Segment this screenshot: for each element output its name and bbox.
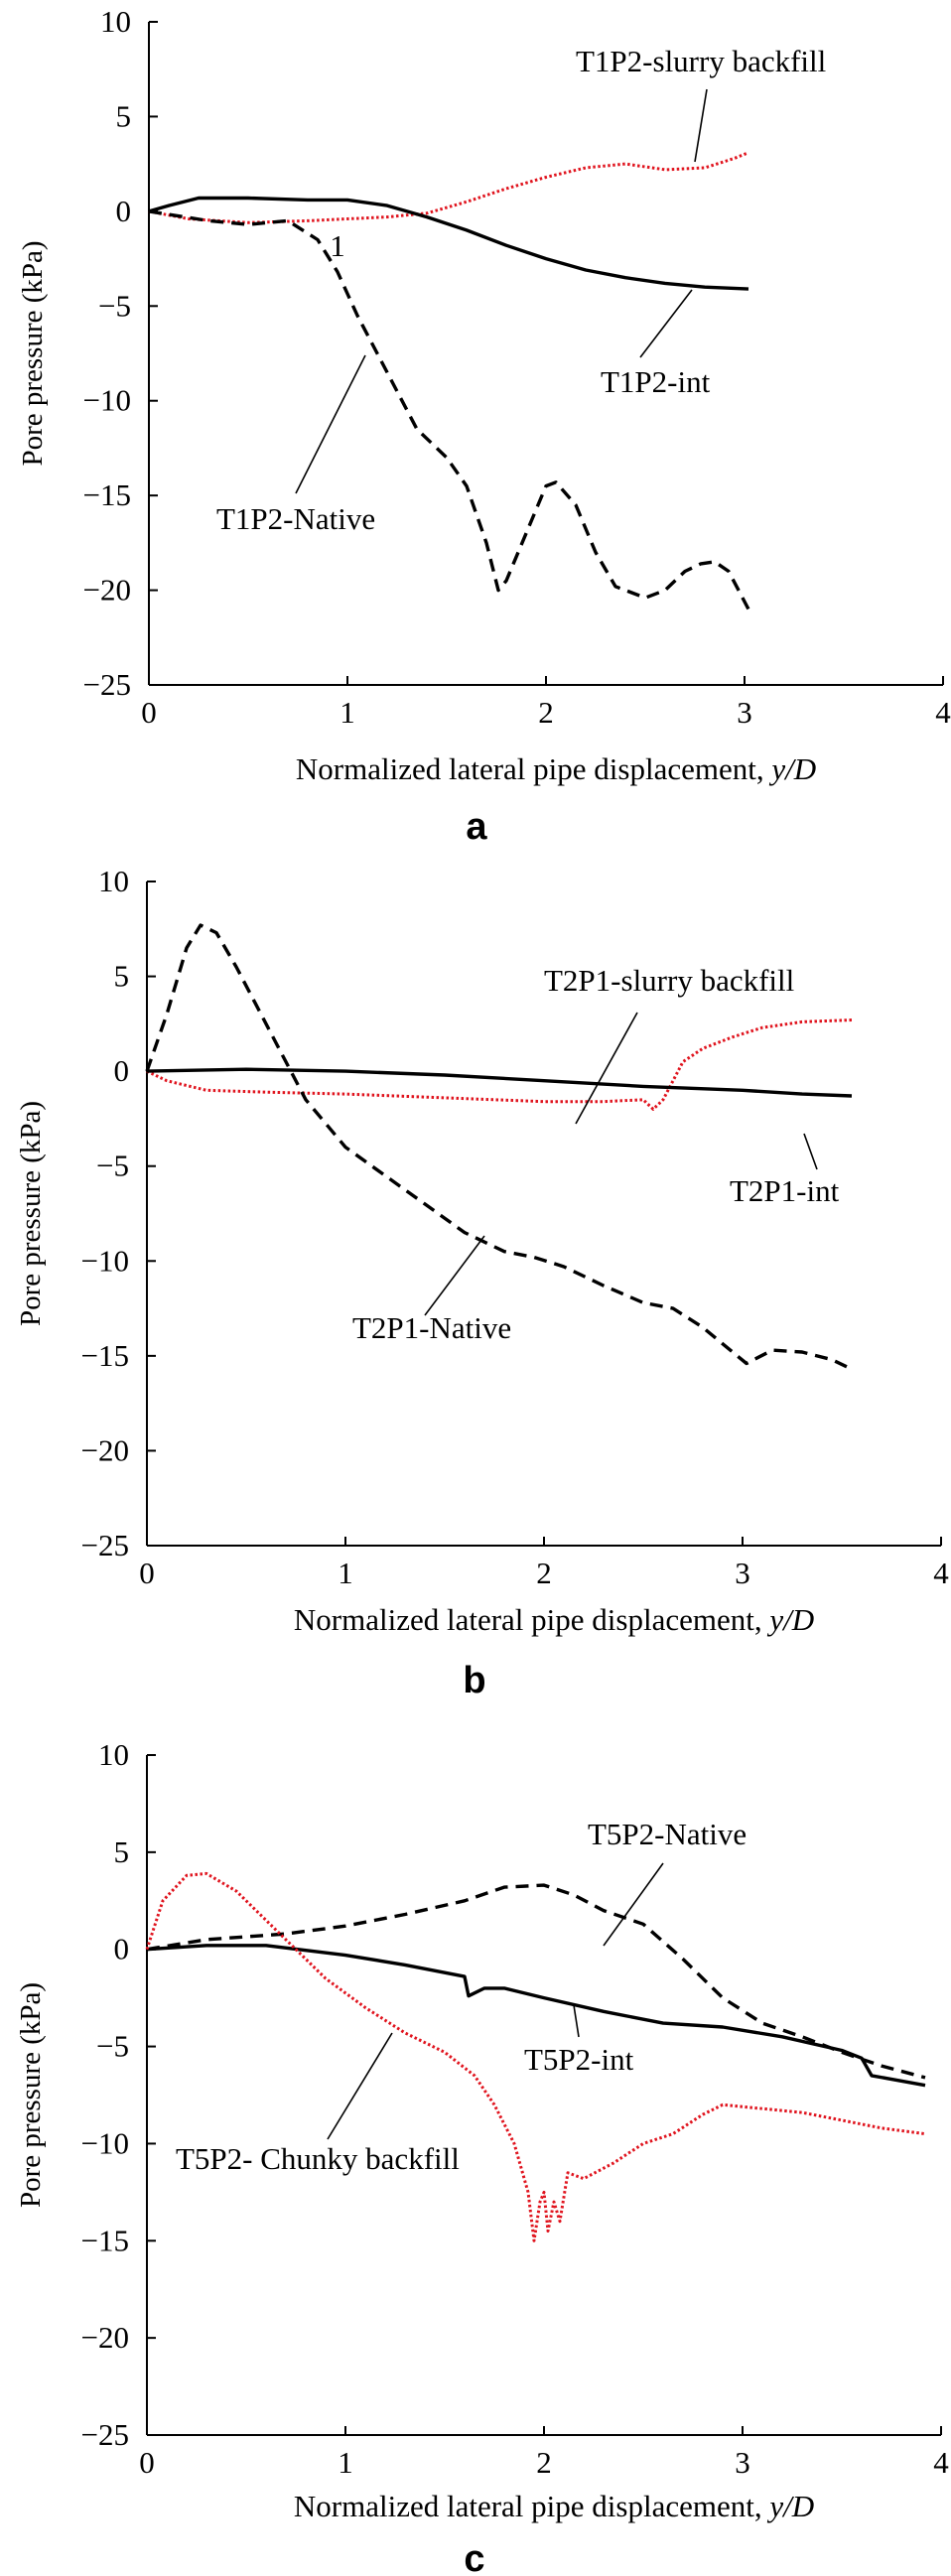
annotation-label: T2P1-slurry backfill bbox=[544, 963, 794, 998]
x-axis-label: Normalized lateral pipe displacement, y/… bbox=[296, 751, 816, 786]
y-tick-label: −5 bbox=[96, 2029, 129, 2064]
series-line-t1p2-int bbox=[148, 196, 749, 291]
y-tick-label: 10 bbox=[100, 4, 131, 39]
y-tick-label: −25 bbox=[81, 1528, 129, 1562]
y-tick-label: 0 bbox=[116, 194, 132, 228]
annotation-label: T1P2-int bbox=[601, 364, 711, 399]
panel-label: c bbox=[464, 2538, 484, 2576]
y-tick-label: −15 bbox=[83, 477, 131, 512]
y-tick-label: −20 bbox=[81, 2320, 129, 2355]
x-tick-label: 4 bbox=[933, 1556, 949, 1590]
y-tick-label: −10 bbox=[83, 383, 131, 418]
x-tick-label: 1 bbox=[338, 1556, 353, 1590]
panel-label: b bbox=[463, 1660, 485, 1701]
series-line-t5p2-int bbox=[146, 1944, 926, 2088]
series-line-t2p1-int bbox=[146, 1067, 853, 1098]
y-axis-label: Pore pressure (kPa) bbox=[15, 1101, 47, 1326]
chart-panel-b: 10 5 0 −5 −10 −15 −20 −25 0 1 2 3 4 Pore pressure (kP… bbox=[15, 864, 949, 1701]
x-tick-label: 0 bbox=[139, 1556, 155, 1590]
y-tick-label: −5 bbox=[98, 288, 131, 323]
annotation-label: T2P1-int bbox=[730, 1173, 840, 1208]
annotation-leader bbox=[424, 1235, 485, 1316]
y-tick-label: 5 bbox=[114, 959, 130, 994]
y-tick-label: 10 bbox=[98, 864, 129, 898]
x-axis-label: Normalized lateral pipe displacement, y/… bbox=[294, 1602, 814, 1637]
y-tick-label: −20 bbox=[83, 573, 131, 608]
series-line-t1p2-slurry-backfill bbox=[148, 151, 749, 224]
panel-label: a bbox=[466, 806, 487, 848]
x-tick-label: 2 bbox=[538, 695, 554, 730]
y-tick-label: −15 bbox=[81, 2223, 129, 2257]
series-line-t5p2-native bbox=[146, 1883, 926, 2080]
chart-panel-a: 10 5 0 −5 −10 −15 −20 −25 0 1 2 3 4 Pore pressure (kP… bbox=[17, 4, 951, 848]
y-axis-label: Pore pressure (kPa) bbox=[17, 240, 49, 466]
annotation-leader bbox=[639, 289, 693, 358]
annotation-leader bbox=[295, 354, 366, 494]
y-tick-label: −25 bbox=[83, 667, 131, 702]
annotation-label: T1P2-Native bbox=[216, 501, 375, 536]
x-tick-label: 3 bbox=[737, 695, 752, 730]
y-tick-label: 10 bbox=[98, 1737, 129, 1772]
y-axis-label: Pore pressure (kPa) bbox=[15, 1982, 47, 2208]
annotation-label: T5P2-int bbox=[524, 2042, 634, 2077]
series-line-t5p2-chunky-backfill bbox=[145, 1871, 926, 2242]
x-tick-label: 2 bbox=[536, 2445, 552, 2480]
annotation-label: T1P2-slurry backfill bbox=[576, 44, 826, 78]
y-tick-label: −5 bbox=[96, 1149, 129, 1183]
series-line-t2p1-native bbox=[145, 923, 853, 1371]
annotation-label: T5P2- Chunky backfill bbox=[176, 2141, 460, 2176]
x-tick-label: 4 bbox=[935, 695, 951, 730]
annotation-leader bbox=[694, 88, 708, 163]
y-tick-label: −10 bbox=[81, 1243, 129, 1278]
x-tick-label: 1 bbox=[340, 695, 355, 730]
y-tick-label: 0 bbox=[114, 1053, 130, 1088]
x-tick-label: 4 bbox=[933, 2445, 949, 2480]
x-tick-label: 0 bbox=[139, 2445, 155, 2480]
y-tick-label: −15 bbox=[81, 1338, 129, 1373]
series-line-t1p2-native bbox=[148, 209, 750, 610]
annotation-label: T2P1-Native bbox=[352, 1310, 511, 1345]
chart-panel-c: 10 5 0 −5 −10 −15 −20 −25 0 1 2 3 4 Pore pressure (kP… bbox=[15, 1737, 949, 2576]
y-tick-label: 0 bbox=[114, 1932, 130, 1966]
y-tick-label: 5 bbox=[114, 1834, 130, 1869]
y-tick-label: 5 bbox=[116, 98, 132, 133]
annotation-number: 1 bbox=[330, 228, 345, 263]
annotation-leader bbox=[573, 2004, 580, 2038]
x-tick-label: 3 bbox=[735, 1556, 750, 1590]
x-tick-label: 0 bbox=[141, 695, 157, 730]
annotation-leader bbox=[803, 1133, 818, 1170]
annotation-leader bbox=[575, 1012, 638, 1125]
series-line-t2p1-slurry-backfill bbox=[146, 1018, 853, 1111]
y-tick-label: −10 bbox=[81, 2125, 129, 2160]
x-tick-label: 2 bbox=[536, 1556, 552, 1590]
y-tick-label: −20 bbox=[81, 1432, 129, 1467]
annotation-label: T5P2-Native bbox=[588, 1817, 747, 1851]
x-tick-label: 1 bbox=[338, 2445, 353, 2480]
x-tick-label: 3 bbox=[735, 2445, 750, 2480]
annotation-leader bbox=[327, 2032, 393, 2140]
y-tick-label: −25 bbox=[81, 2417, 129, 2452]
x-axis-label: Normalized lateral pipe displacement, y/… bbox=[294, 2489, 814, 2523]
annotation-leader bbox=[603, 1862, 664, 1947]
